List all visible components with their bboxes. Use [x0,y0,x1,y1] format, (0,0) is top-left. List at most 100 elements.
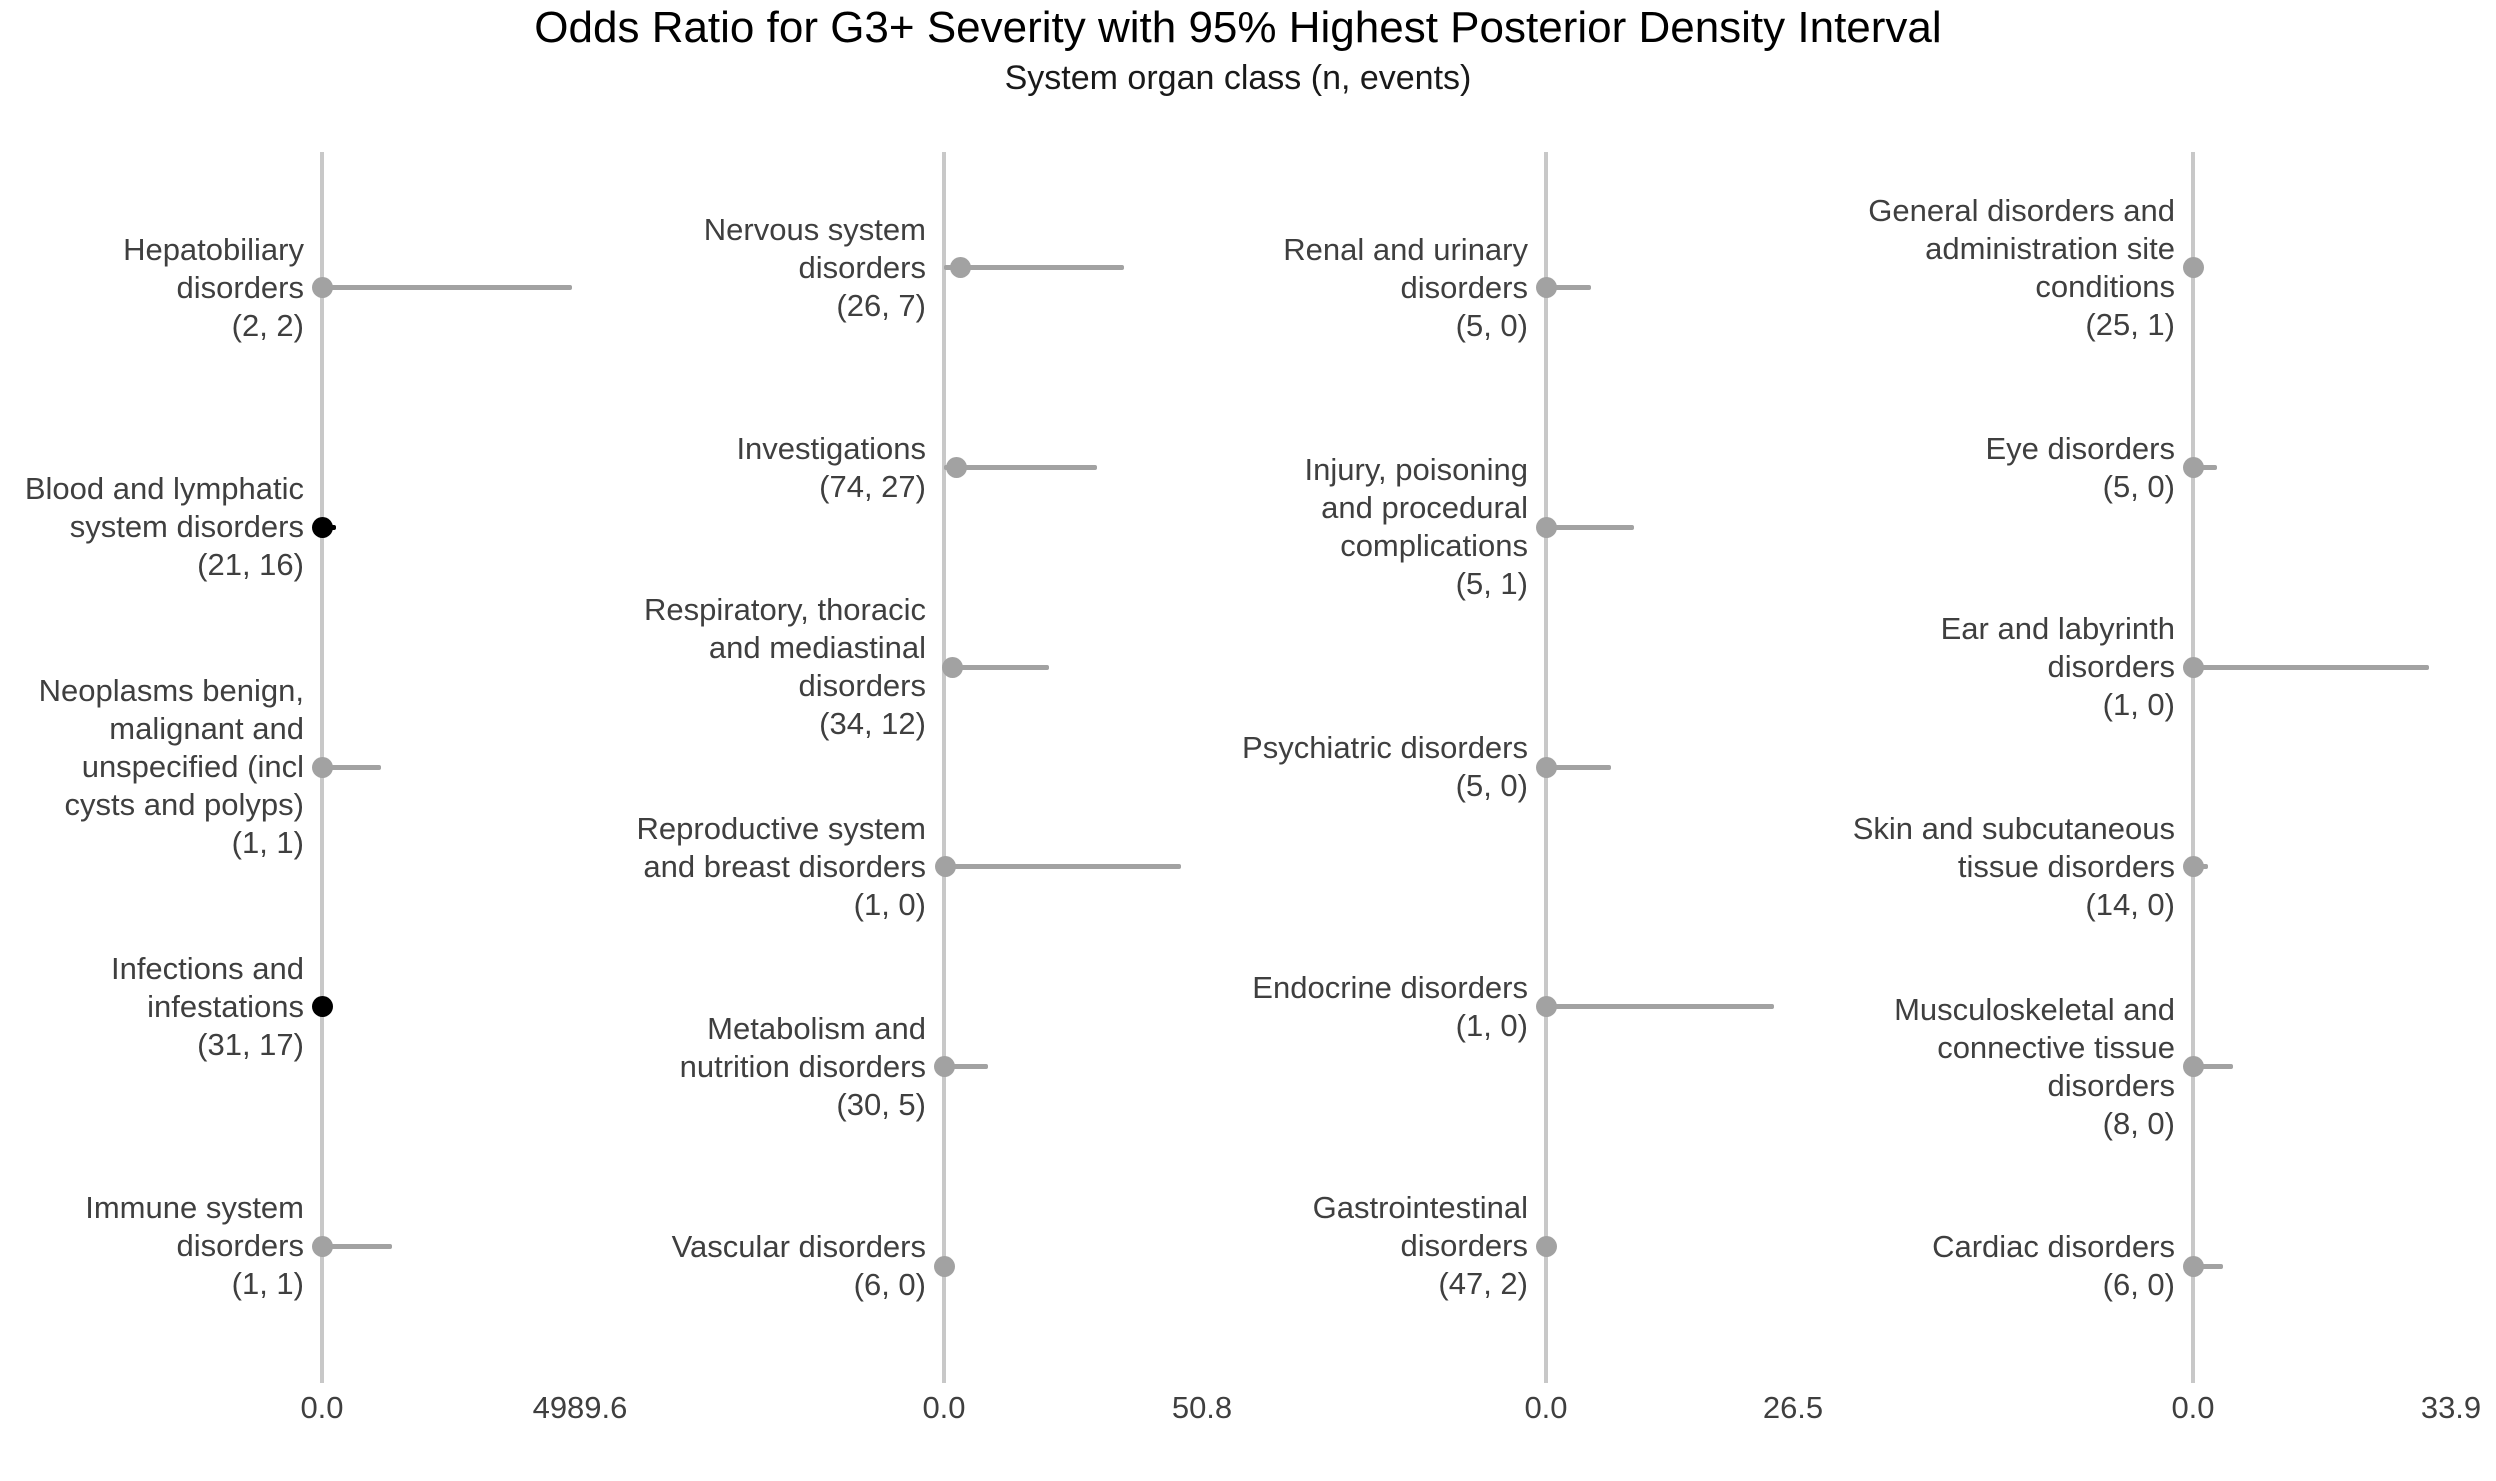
category-label-line: nutrition disorders [679,1048,926,1084]
category-label-line: (34, 12) [819,706,926,742]
odds-ratio-dot [2182,457,2204,478]
category-label-line: Immune system [85,1190,304,1226]
odds-ratio-dot [311,277,333,299]
category-label-line: connective tissue [1937,1029,2175,1065]
category-label-line: (2, 2) [231,307,304,343]
category-label-line: (6, 0) [853,1267,926,1303]
hpd-interval-line [1546,524,1634,530]
hpd-interval-line [2193,664,2429,670]
category-label-line: (8, 0) [2102,1105,2175,1141]
category-label-line: disorders [2047,649,2176,685]
category-label-line: malignant and [109,711,304,746]
category-label-line: (14, 0) [2085,886,2175,922]
category-label-line: disorders [798,249,927,285]
category-label-line: (1, 0) [853,886,926,922]
category-label-line: complications [1340,528,1528,564]
category-label: Renal and urinary disorders (5, 0) [1283,231,1528,345]
category-label: Ear and labyrinth disorders (1, 0) [1941,610,2175,724]
category-label: Psychiatric disorders (5, 0) [1242,729,1528,805]
odds-ratio-dot [1535,756,1557,778]
odds-ratio-dot [2182,656,2204,678]
y-axis-line [2191,152,2195,1383]
odds-ratio-dot [933,1255,955,1277]
odds-ratio-dot [1535,277,1557,299]
odds-ratio-dot [2182,856,2204,878]
category-label-line: and breast disorders [643,848,926,884]
category-label-line: tissue disorders [1957,848,2175,884]
category-label: Musculoskeletal and connective tissue diso… [1894,991,2175,1143]
category-label-line: Infections and [110,950,304,986]
category-label-line: Skin and subcutaneous [1852,810,2175,846]
category-label-line: disorders [1400,269,1529,305]
category-label-line: Metabolism and [707,1010,926,1046]
category-label-line: (47, 2) [1438,1266,1528,1302]
odds-ratio-dot [1535,516,1557,538]
category-label-line: system disorders [69,509,304,545]
hpd-interval-line [1546,285,1591,291]
category-label-line: disorders [176,1228,305,1264]
chart-subtitle: System organ class (n, events) [1004,59,1472,97]
category-label-line: conditions [2035,268,2175,304]
hpd-interval-line [322,764,381,770]
category-label-line: Hepatobiliary [123,231,304,267]
hpd-interval-line [944,265,1124,271]
category-label-line: Reproductive system [636,810,926,846]
x-tick-min: 0.0 [2171,1390,2215,1425]
category-label: Infections and infestations (31, 17) [111,950,304,1064]
hpd-interval-line [944,864,1181,870]
category-label-line: (5, 0) [1455,768,1528,803]
category-label-line: (25, 1) [2085,306,2175,342]
category-label-line: Gastrointestinal [1312,1190,1528,1226]
hpd-interval-line [1546,1004,1774,1010]
odds-ratio-dot [1535,1235,1557,1257]
hpd-interval-line [2193,465,2217,470]
category-label-line: (31, 17) [197,1026,304,1062]
odds-ratio-dot [311,996,333,1018]
x-tick-min: 0.0 [922,1390,966,1425]
category-label-line: infestations [147,988,304,1024]
odds-ratio-dot [311,1235,333,1257]
category-label-line: (1, 1) [231,1266,304,1302]
x-tick-min: 0.0 [1524,1390,1568,1425]
hpd-interval-line [944,465,1097,470]
category-label-line: Endocrine disorders [1252,969,1528,1005]
category-label-line: Nervous system [703,211,926,247]
category-label-line: Ear and labyrinth [1940,611,2175,647]
category-label-line: cysts and polyps) [64,787,305,822]
category-label-line: Cardiac disorders [1932,1229,2175,1265]
category-label-line: administration site [1925,230,2175,266]
odds-ratio-dot [2182,1255,2204,1277]
x-tick-max: 33.9 [2420,1390,2482,1425]
category-label-line: disorders [176,269,305,305]
category-label-line: disorders [798,668,927,704]
category-label: Eye disorders (5, 0) [1985,430,2175,506]
category-label-line: (26, 7) [836,287,926,323]
category-label-line: Musculoskeletal and [1894,991,2175,1027]
category-label: Gastrointestinal disorders (47, 2) [1313,1189,1528,1303]
hpd-interval-line [322,285,572,291]
odds-ratio-dot [2182,257,2204,279]
category-label: Metabolism and nutrition disorders (30, 5) [680,1010,926,1124]
category-label-line: Renal and urinary [1283,231,1528,267]
category-label-line: Injury, poisoning [1304,452,1528,488]
hpd-interval-line [944,664,1049,670]
x-tick-min: 0.0 [300,1390,344,1425]
category-label-line: (5, 0) [2102,468,2175,504]
odds-ratio-dot [311,756,333,778]
category-label: Nervous system disorders (26, 7) [704,211,926,325]
category-label: Skin and subcutaneous tissue disorders (14… [1853,810,2175,924]
category-label-line: Neoplasms benign, [38,673,304,708]
category-label-line: Eye disorders [1985,430,2175,466]
category-label-line: (1, 1) [231,825,304,860]
hpd-interval-line [944,1064,988,1069]
odds-ratio-dot [1535,996,1557,1018]
category-label-line: disorders [2047,1067,2176,1103]
category-label-line: (1, 0) [1455,1007,1528,1043]
x-tick-max: 50.8 [1171,1390,1233,1425]
hpd-interval-line [322,1243,392,1249]
chart-title: Odds Ratio for G3+ Severity with 95% Hig… [534,3,1942,52]
category-label: Hepatobiliary disorders (2, 2) [123,231,304,345]
category-label: Blood and lymphatic system disorders (21, … [25,470,304,584]
category-label-line: unspecified (incl [81,749,304,784]
